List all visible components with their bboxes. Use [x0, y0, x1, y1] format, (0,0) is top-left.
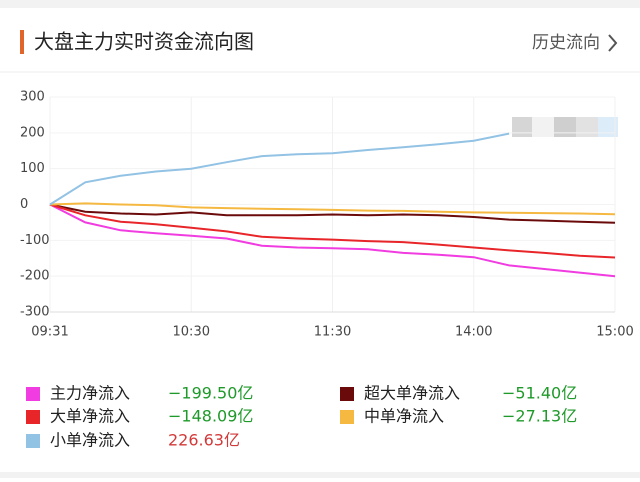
history-link[interactable]: 历史流向 [532, 33, 600, 53]
title-accent [20, 30, 24, 54]
legend-label: 主力净流入 [50, 384, 130, 403]
title: 大盘主力实时资金流向图 [34, 30, 254, 54]
x-tick-label: 11:30 [314, 325, 351, 340]
series-line [49, 203, 616, 259]
y-tick-label: 300 [20, 90, 45, 105]
chevron[interactable] [608, 34, 618, 52]
y-tick-label: 100 [20, 161, 45, 176]
legend-label: 小单净流入 [50, 431, 130, 450]
series-line [49, 203, 616, 278]
legend-label: 超大单净流入 [364, 384, 460, 403]
legend-value: −27.13亿 [502, 407, 577, 426]
legend-swatch [26, 387, 40, 401]
x-tick-label: 15:00 [596, 325, 633, 340]
bottom-strip [0, 472, 640, 478]
legend-swatch [340, 387, 354, 401]
x-tick-label: 09:31 [31, 325, 68, 340]
series-line [49, 202, 616, 216]
blurred-overlay [512, 117, 618, 137]
legend-label: 大单净流入 [50, 407, 130, 426]
x-tick-label: 10:30 [173, 325, 210, 340]
series-line [49, 203, 616, 224]
legend-swatch [26, 434, 40, 448]
legend-swatch [340, 410, 354, 424]
legend-label: 中单净流入 [364, 407, 444, 426]
series-line [49, 132, 510, 206]
y-tick-label: 200 [20, 125, 45, 140]
legend-value: −199.50亿 [168, 384, 253, 403]
legend-value: 226.63亿 [168, 431, 240, 450]
y-tick-label: 0 [20, 197, 28, 212]
y-tick-label: -300 [20, 305, 50, 320]
legend-swatch [26, 410, 40, 424]
top-strip [0, 0, 640, 8]
y-tick-label: -200 [20, 269, 50, 284]
y-tick-label: -100 [20, 233, 50, 248]
legend-value: −51.40亿 [502, 384, 577, 403]
x-tick-label: 14:00 [455, 325, 492, 340]
legend-value: −148.09亿 [168, 407, 253, 426]
